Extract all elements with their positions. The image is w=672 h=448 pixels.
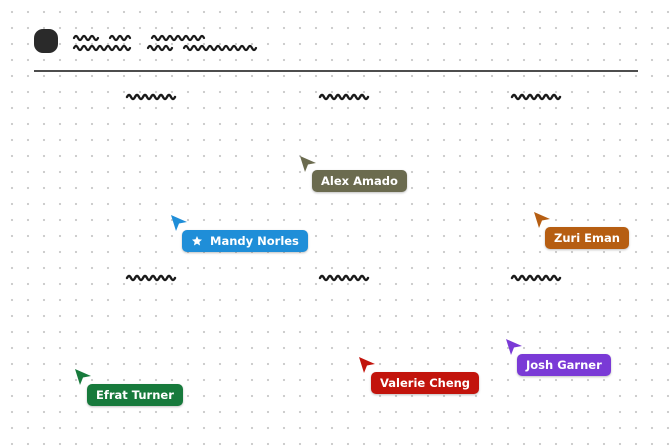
column-label-scribble [318,274,370,282]
pointer-cursor-icon [359,357,375,373]
title-scribble [72,34,206,42]
header-divider [34,70,638,72]
column-label-scribble [510,93,562,101]
pointer-cursor-icon [506,339,522,355]
collaborator-name: Mandy Norles [210,234,299,248]
subtitle-scribble [72,44,258,52]
collaborator-name: Valerie Cheng [380,376,471,390]
column-label-scribble [125,274,177,282]
column-label-scribble [510,274,562,282]
pointer-cursor-icon [75,369,91,385]
collaborator-name-tag: Mandy Norles [182,230,308,252]
collaborator-name: Alex Amado [321,174,398,188]
pointer-cursor-icon [171,215,187,231]
collaborator-name: Zuri Eman [554,231,620,245]
collaborator-name-tag: Efrat Turner [87,384,183,406]
pointer-cursor-icon [534,212,550,228]
collaborator-name-tag: Valerie Cheng [371,372,480,394]
pointer-cursor-icon [300,156,316,172]
column-label-scribble [125,93,177,101]
collaborator-name-tag: Josh Garner [517,354,611,376]
column-label-scribble [318,93,370,101]
collaborator-name-tag: Zuri Eman [545,227,629,249]
collaborator-name: Josh Garner [526,358,602,372]
logo-icon [34,29,58,53]
collaborator-name-tag: Alex Amado [312,170,407,192]
star-icon [192,236,202,246]
collaborator-name: Efrat Turner [96,388,174,402]
